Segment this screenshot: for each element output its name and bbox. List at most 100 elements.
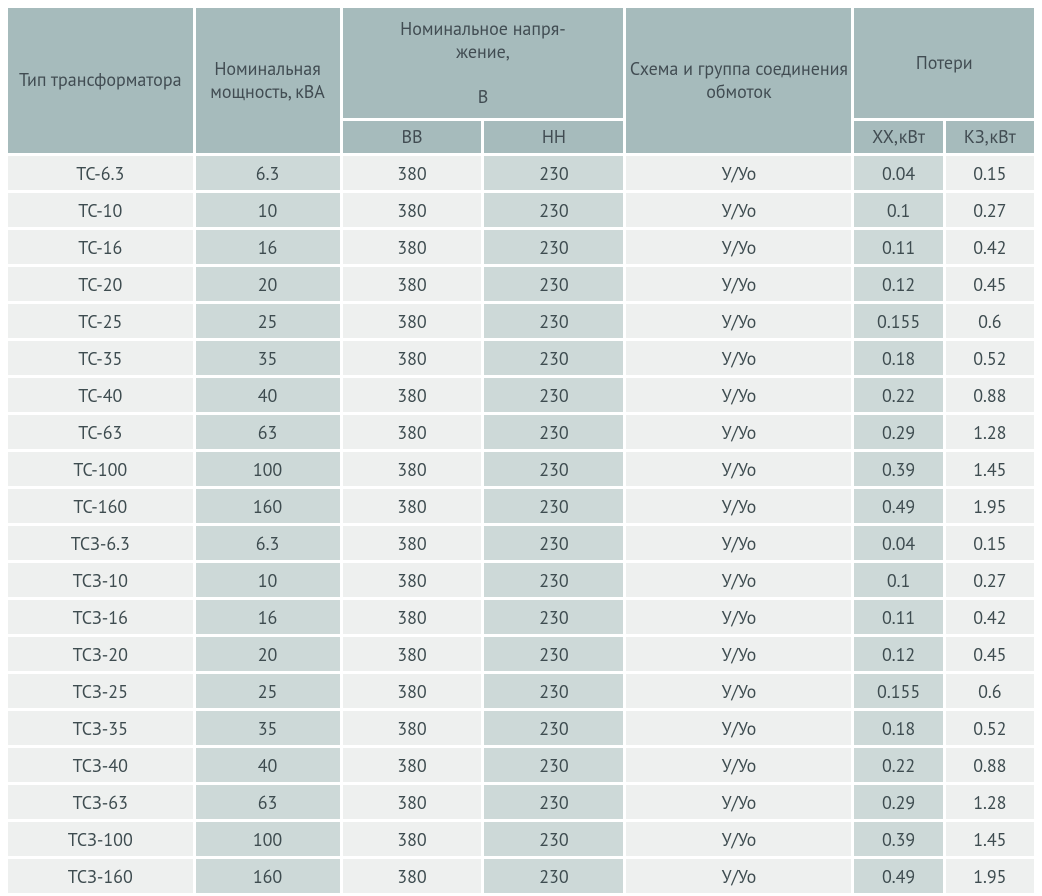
table-cell: 380 xyxy=(341,192,483,229)
table-cell: 6.3 xyxy=(194,155,341,192)
table-cell: ТС-40 xyxy=(7,377,195,414)
table-row: ТСЗ-4040380230У/Уо0.220.88 xyxy=(7,747,1036,784)
table-cell: 230 xyxy=(483,747,625,784)
table-cell: 230 xyxy=(483,858,625,895)
table-cell: 0.42 xyxy=(944,599,1035,636)
table-cell: 380 xyxy=(341,821,483,858)
table-cell: 230 xyxy=(483,155,625,192)
table-cell: 380 xyxy=(341,266,483,303)
table-cell: 380 xyxy=(341,636,483,673)
table-cell: 380 xyxy=(341,488,483,525)
table-cell: ТСЗ-40 xyxy=(7,747,195,784)
table-cell: У/Уо xyxy=(625,525,853,562)
table-cell: 20 xyxy=(194,266,341,303)
table-cell: У/Уо xyxy=(625,303,853,340)
table-row: ТС-160160380230У/Уо0.491.95 xyxy=(7,488,1036,525)
table-cell: 230 xyxy=(483,562,625,599)
table-row: ТС-100100380230У/Уо0.391.45 xyxy=(7,451,1036,488)
table-cell: ТС-160 xyxy=(7,488,195,525)
header-nn: НН xyxy=(483,120,625,155)
table-cell: 380 xyxy=(341,525,483,562)
table-cell: 35 xyxy=(194,340,341,377)
table-cell: 0.29 xyxy=(853,414,944,451)
table-cell: ТСЗ-16 xyxy=(7,599,195,636)
table-cell: 1.95 xyxy=(944,858,1035,895)
table-cell: 0.22 xyxy=(853,377,944,414)
header-loss: Потери xyxy=(853,7,1036,120)
table-cell: 0.11 xyxy=(853,599,944,636)
table-cell: У/Уо xyxy=(625,192,853,229)
table-cell: 0.39 xyxy=(853,451,944,488)
table-cell: У/Уо xyxy=(625,710,853,747)
table-cell: 380 xyxy=(341,303,483,340)
table-cell: ТС-25 xyxy=(7,303,195,340)
table-cell: 0.1 xyxy=(853,562,944,599)
table-cell: 1.45 xyxy=(944,451,1035,488)
table-row: ТС-6363380230У/Уо0.291.28 xyxy=(7,414,1036,451)
table-cell: У/Уо xyxy=(625,747,853,784)
table-cell: 16 xyxy=(194,599,341,636)
table-cell: 0.45 xyxy=(944,266,1035,303)
table-cell: 380 xyxy=(341,229,483,266)
table-row: ТСЗ-3535380230У/Уо0.180.52 xyxy=(7,710,1036,747)
table-cell: 0.49 xyxy=(853,858,944,895)
table-cell: 1.28 xyxy=(944,414,1035,451)
table-cell: ТС-10 xyxy=(7,192,195,229)
table-header: Тип трансформатора Номинальная мощность,… xyxy=(7,7,1036,155)
table-row: ТС-1010380230У/Уо0.10.27 xyxy=(7,192,1036,229)
table-cell: ТСЗ-160 xyxy=(7,858,195,895)
table-cell: 380 xyxy=(341,340,483,377)
table-row: ТСЗ-100100380230У/Уо0.391.45 xyxy=(7,821,1036,858)
table-cell: 0.22 xyxy=(853,747,944,784)
table-cell: У/Уо xyxy=(625,821,853,858)
table-cell: 380 xyxy=(341,599,483,636)
table-cell: 230 xyxy=(483,599,625,636)
table-cell: У/Уо xyxy=(625,636,853,673)
table-cell: 160 xyxy=(194,858,341,895)
table-cell: 0.18 xyxy=(853,340,944,377)
table-cell: У/Уо xyxy=(625,414,853,451)
table-cell: 63 xyxy=(194,414,341,451)
table-cell: У/Уо xyxy=(625,340,853,377)
table-cell: ТС-16 xyxy=(7,229,195,266)
table-cell: 230 xyxy=(483,192,625,229)
table-cell: 380 xyxy=(341,414,483,451)
table-cell: 0.88 xyxy=(944,377,1035,414)
table-cell: ТСЗ-20 xyxy=(7,636,195,673)
table-cell: 380 xyxy=(341,673,483,710)
table-cell: 25 xyxy=(194,673,341,710)
table-cell: 230 xyxy=(483,266,625,303)
table-cell: 0.27 xyxy=(944,192,1035,229)
table-cell: 230 xyxy=(483,784,625,821)
table-cell: 0.12 xyxy=(853,266,944,303)
table-cell: 380 xyxy=(341,377,483,414)
table-row: ТСЗ-1010380230У/Уо0.10.27 xyxy=(7,562,1036,599)
table-cell: 0.45 xyxy=(944,636,1035,673)
table-cell: 0.18 xyxy=(853,710,944,747)
table-cell: 230 xyxy=(483,377,625,414)
table-cell: ТСЗ-100 xyxy=(7,821,195,858)
header-scheme: Схема и группа соединения обмоток xyxy=(625,7,853,155)
table-cell: 230 xyxy=(483,488,625,525)
table-cell: 0.15 xyxy=(944,525,1035,562)
table-cell: ТСЗ-10 xyxy=(7,562,195,599)
header-power: Номинальная мощность, кВА xyxy=(194,7,341,155)
table-cell: 6.3 xyxy=(194,525,341,562)
table-body: ТС-6.36.3380230У/Уо0.040.15ТС-1010380230… xyxy=(7,155,1036,895)
table-cell: У/Уо xyxy=(625,229,853,266)
transformer-table: Тип трансформатора Номинальная мощность,… xyxy=(5,5,1037,896)
table-cell: 10 xyxy=(194,192,341,229)
table-cell: 1.28 xyxy=(944,784,1035,821)
table-cell: 0.49 xyxy=(853,488,944,525)
table-cell: ТС-63 xyxy=(7,414,195,451)
table-cell: 380 xyxy=(341,710,483,747)
table-cell: 100 xyxy=(194,821,341,858)
table-cell: 380 xyxy=(341,858,483,895)
table-cell: 1.45 xyxy=(944,821,1035,858)
table-cell: У/Уо xyxy=(625,562,853,599)
table-cell: 230 xyxy=(483,710,625,747)
table-cell: 0.1 xyxy=(853,192,944,229)
table-cell: У/Уо xyxy=(625,784,853,821)
table-cell: У/Уо xyxy=(625,266,853,303)
table-cell: У/Уо xyxy=(625,673,853,710)
